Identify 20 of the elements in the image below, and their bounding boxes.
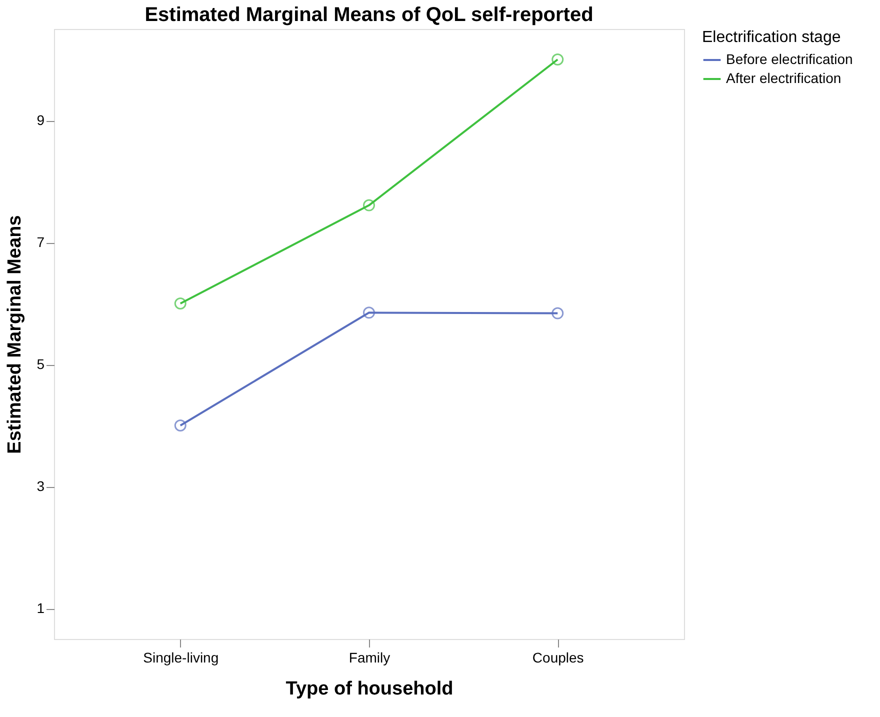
- point: [552, 307, 564, 320]
- y-tick-label: 7: [36, 234, 45, 250]
- y-tick-label: 5: [36, 356, 45, 372]
- y-axis-title: Estimated Marginal Means: [4, 215, 26, 454]
- point: [363, 199, 375, 212]
- legend-title: Electrification stage: [702, 29, 841, 46]
- point: [174, 298, 186, 310]
- x-tick-label: Family: [348, 650, 390, 666]
- y-tick-label: 1: [36, 600, 45, 616]
- legend-label: After electrification: [726, 70, 842, 86]
- chart-title: Estimated Marginal Means of QoL self-reported: [144, 4, 594, 26]
- y-tick-label: 9: [36, 112, 45, 128]
- x-axis-title: Type of household: [286, 678, 454, 700]
- point: [552, 54, 564, 66]
- point: [363, 306, 375, 319]
- point: [174, 420, 186, 432]
- y-tick-label: 3: [36, 478, 45, 494]
- x-tick-label: Single-living: [143, 650, 219, 666]
- legend-label: Before electrification: [726, 51, 853, 67]
- x-tick-label: Couples: [532, 650, 584, 666]
